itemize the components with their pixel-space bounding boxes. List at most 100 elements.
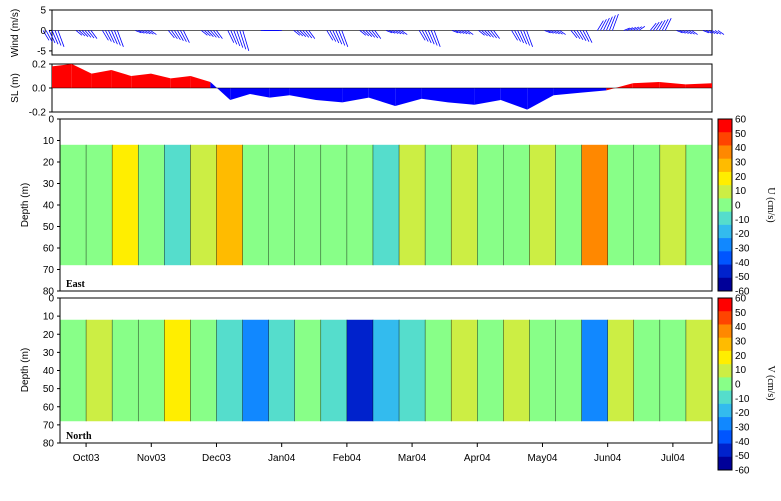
colorbar-tick-label: 10 [735,186,747,197]
colorbar-tick-label: 0 [735,380,741,391]
wind-stick [612,13,619,31]
colorbar-swatch [718,311,732,325]
wind-stick [691,30,698,35]
wind-stick [204,30,211,37]
colorbar-swatch [718,364,732,378]
wind-stick [78,30,86,37]
wind-series [42,13,725,52]
colorbar-swatch [718,198,732,212]
wind-stick [230,30,238,45]
wind-stick [603,17,610,31]
wind-stick [585,30,593,43]
sea-level-segment [111,70,132,88]
sea-level-segment [151,73,171,88]
colorbar-swatch [718,456,732,471]
time-tick-label: Jan04 [268,453,296,464]
sea-level-segment [368,88,396,106]
depth-tick-label: 30 [43,179,55,190]
colorbar-tick-label: 30 [735,158,747,169]
sea-level-segment [52,64,72,88]
colorbar-swatch [718,119,732,133]
colorbar-swatch [718,443,732,458]
heatmap-cell [86,319,113,422]
east-y-label: Depth (m) [20,183,31,227]
colorbar-frame [717,118,733,292]
sea-level-y-label: SL (m) [10,73,21,103]
wind-stick [171,30,178,40]
wind-stick [48,30,56,44]
wind-stick [177,30,184,41]
north-colorbar-label: V (cm/s) [765,365,776,400]
wind-stick [75,30,83,36]
colorbar-tick-label: -40 [735,258,750,269]
sea-level-segment [269,88,290,98]
wind-stick [150,30,157,35]
heatmap-cell [581,144,609,266]
wind-stick [661,18,669,31]
wind-stick [305,30,313,39]
colorbar-swatch [718,251,732,265]
wind-stick [652,21,660,31]
wind-stick [302,30,310,38]
heatmap-cell [242,319,270,422]
colorbar-tick-label: -10 [735,215,750,226]
heatmap-cell [555,319,583,422]
colorbar-swatch [718,264,732,279]
wind-stick [452,30,459,34]
wind-stick [490,30,497,39]
wind-stick [433,30,441,47]
sea-level-segment [190,76,211,88]
heatmap-cell [268,319,296,422]
heatmap-cell [399,144,426,266]
heatmap-cell [399,319,426,422]
wind-stick [87,30,95,39]
wind-stick [296,30,304,37]
time-tick-label: Jul04 [661,453,685,464]
wind-stick [582,30,590,42]
depth-tick-label: 0 [48,115,54,126]
wind-stick [183,30,190,43]
wind-stick [576,30,584,40]
depth-tick-label: 20 [43,158,55,169]
colorbar-swatch [718,224,732,239]
wind-stick [702,30,710,34]
heatmap-cell [190,319,217,422]
sea-level-segment [685,83,712,88]
heatmap-cell [425,319,452,422]
wind-frame [51,9,713,56]
wind-stick [547,30,554,34]
heatmap-cell [216,144,244,266]
heatmap-cell [372,144,400,266]
heatmap-cell [138,144,165,266]
heatmap-cell [477,144,504,266]
time-axis: Oct03 Nov03 Dec03 Jan04 Feb04 Mar04 Apr04 May04… [73,443,685,464]
wind-stick [111,30,118,45]
wind-stick [544,30,551,34]
wind-y-label: Wind (m/s) [10,9,21,57]
sea-level-segment [131,73,151,88]
depth-tick-label: 0 [48,294,54,305]
wind-stick [362,30,370,37]
colorbar-tick-label: 0 [735,201,741,212]
heatmap-cell [425,144,452,266]
sea-level-segment [527,88,554,110]
colorbar-tick-label: 50 [735,129,747,140]
heatmap-cell [607,319,635,422]
colorbar-swatch [718,403,732,418]
wind-stick [424,30,432,44]
wind-stick [638,26,646,31]
wind-stick [368,30,376,38]
heatmap-cell [633,144,661,266]
wind-stick [664,18,672,31]
colorbar-tick-label: 40 [735,322,747,333]
colorbar-swatch [718,238,732,252]
wind-stick [242,30,250,52]
east-y-ticks: 0 10 20 30 40 50 60 70 80 [43,115,60,298]
wind-stick [635,26,643,31]
time-tick-label: Dec03 [202,453,231,464]
wind-stick [54,30,62,46]
sea-level-y-tick-label: 0.0 [32,84,46,95]
time-tick-label: Nov03 [137,453,166,464]
wind-stick [517,30,524,44]
wind-stick [609,15,616,31]
